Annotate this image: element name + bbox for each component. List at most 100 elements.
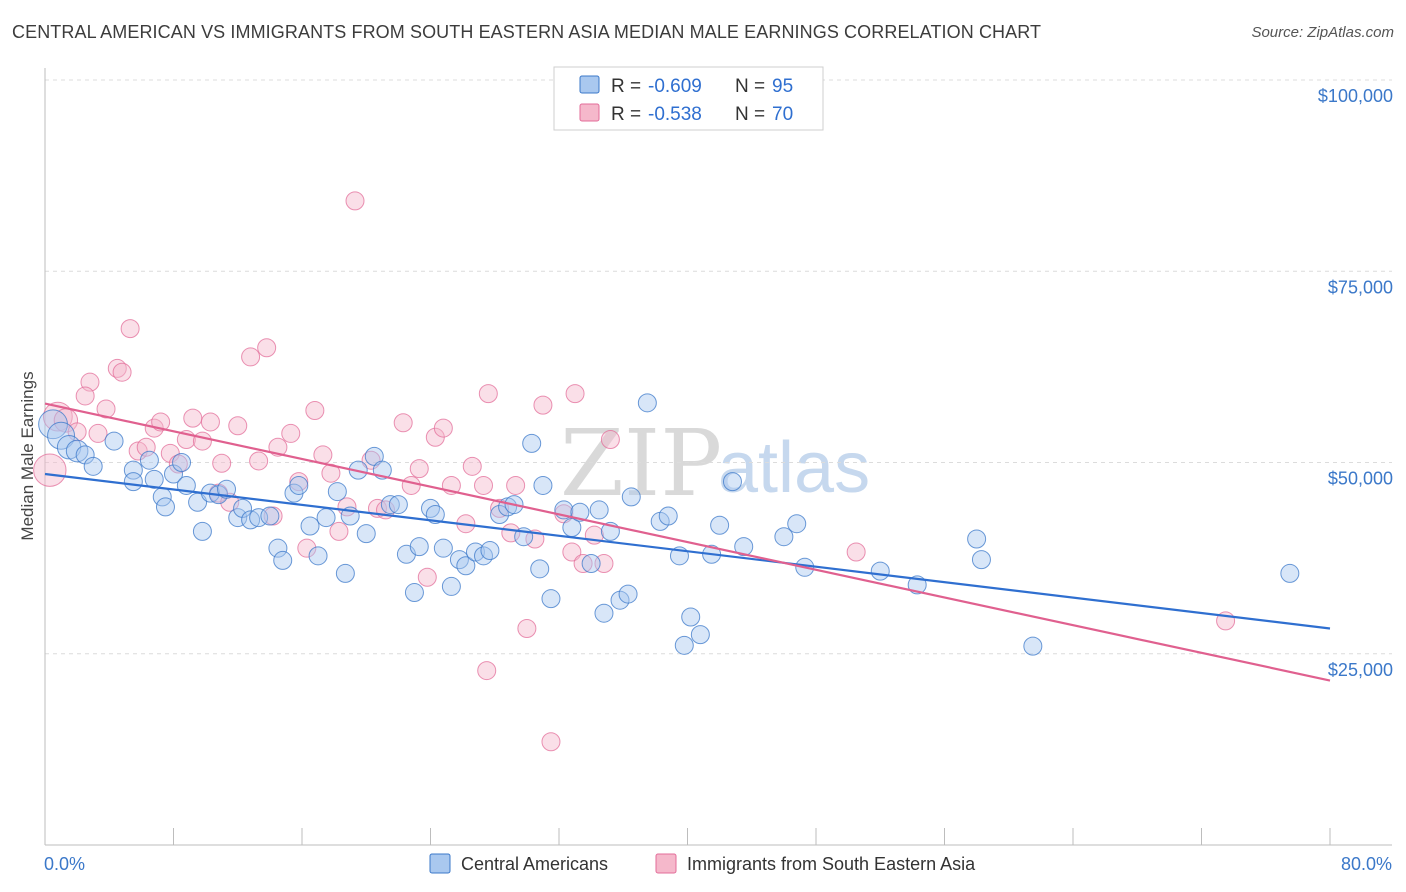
central-americans-point — [123, 472, 143, 492]
central-americans-point — [637, 393, 657, 413]
central-americans-point — [581, 553, 601, 573]
central-americans-point — [289, 475, 309, 495]
x-tick-label-max: 80.0% — [1341, 854, 1392, 874]
central-americans-point — [404, 583, 424, 603]
central-americans-point — [971, 550, 991, 570]
immigrants-point — [533, 395, 553, 415]
chart-title: CENTRAL AMERICAN VS IMMIGRANTS FROM SOUT… — [12, 22, 1042, 42]
central-americans-point — [104, 431, 124, 451]
immigrants-point — [33, 453, 67, 487]
central-americans-point — [260, 506, 280, 526]
central-americans-point — [268, 538, 288, 558]
immigrants-point — [600, 430, 620, 450]
bottom-legend-label-0: Central Americans — [461, 854, 608, 874]
immigrants-point — [409, 459, 429, 479]
central-americans-point — [164, 464, 183, 484]
central-americans-point — [123, 460, 143, 480]
legend-r-label-0: R = — [611, 76, 641, 97]
immigrants-point — [506, 475, 526, 495]
central-americans-point — [674, 635, 694, 655]
central-americans-point — [192, 521, 212, 541]
trend-lines — [44, 402, 1331, 682]
immigrants-trend-line — [44, 402, 1331, 682]
y-tick-label-2: $75,000 — [1328, 277, 1393, 297]
immigrants-point — [433, 418, 453, 438]
x-tick-label-min: 0.0% — [44, 854, 85, 874]
central-americans-point — [787, 514, 807, 534]
central-americans-point — [658, 506, 678, 526]
immigrants-point — [565, 384, 585, 404]
watermark: ZIP atlas — [560, 410, 870, 517]
immigrants-point — [168, 454, 188, 474]
legend-n-value-1: 70 — [772, 104, 793, 125]
y-axis-tick-labels: $25,000 $50,000 $75,000 $100,000 — [1318, 86, 1393, 680]
bottom-legend-label-1: Immigrants from South Eastern Asia — [687, 854, 976, 874]
immigrants-point — [257, 338, 277, 358]
immigrants-point — [401, 475, 421, 495]
y-axis-label: Median Male Earnings — [18, 371, 37, 540]
central-americans-point — [570, 502, 590, 522]
legend-n-label-0: N = — [735, 76, 765, 97]
central-americans-point — [300, 516, 320, 536]
central-americans-point — [480, 540, 500, 560]
central-americans-point — [589, 500, 609, 520]
central-americans-point — [621, 487, 641, 507]
central-americans-point — [409, 537, 429, 557]
immigrants-point — [281, 423, 301, 443]
immigrants-point — [417, 567, 437, 587]
immigrants-point — [88, 423, 108, 443]
legend-r-value-0: -0.609 — [648, 76, 702, 97]
central-americans-point — [144, 469, 164, 489]
legend-n-value-0: 95 — [772, 76, 793, 97]
x-axis-ticks — [44, 828, 1331, 845]
immigrants-point — [462, 456, 482, 476]
immigrants-point — [249, 451, 269, 471]
immigrants-point — [297, 538, 317, 558]
central-americans-point — [474, 546, 494, 566]
central-americans-point — [681, 607, 701, 627]
central-americans-point — [522, 433, 542, 453]
immigrants-point — [490, 498, 510, 518]
central-americans-point — [774, 527, 794, 547]
central-americans-point — [594, 603, 614, 623]
central-americans-point — [83, 456, 103, 476]
central-americans-point — [155, 497, 175, 517]
central-americans-point — [967, 529, 987, 549]
central-americans-point — [618, 584, 638, 604]
central-americans-point — [433, 538, 453, 558]
central-americans-point — [75, 445, 95, 465]
immigrants-point — [478, 384, 498, 404]
central-americans-point — [734, 537, 754, 557]
central-americans-point — [1280, 563, 1300, 583]
y-tick-label-0: $25,000 — [1328, 660, 1393, 680]
central-americans-point — [308, 546, 328, 566]
gridlines — [45, 79, 1392, 655]
immigrants-point — [846, 542, 866, 562]
central-americans-point — [541, 589, 561, 609]
central-americans-point — [490, 505, 510, 525]
central-americans-point — [233, 498, 253, 518]
watermark-zip: ZIP — [560, 410, 722, 517]
immigrants-point — [228, 416, 248, 436]
immigrants-point — [305, 400, 325, 420]
central-americans-point — [316, 508, 336, 528]
immigrants-point — [120, 319, 140, 339]
immigrants-point — [345, 191, 365, 211]
y-tick-label-3: $100,000 — [1318, 86, 1393, 106]
source-credit: Source: ZipAtlas.com — [1251, 24, 1394, 41]
series-immigrants-points — [33, 191, 1236, 752]
central-americans-point — [273, 550, 293, 570]
central-americans-point — [241, 510, 261, 530]
correlation-legend: R = -0.609 N = 95 R = -0.538 N = 70 — [553, 66, 824, 131]
bottom-legend-swatch-pink — [655, 853, 677, 874]
central-americans-point — [441, 576, 461, 596]
watermark-atlas: atlas — [718, 428, 870, 508]
immigrants-point — [42, 401, 73, 432]
immigrants-point — [541, 732, 561, 752]
series-legend: Central Americans Immigrants from South … — [429, 853, 976, 874]
central-americans-point — [425, 505, 445, 525]
central-americans-point — [356, 524, 376, 544]
immigrants-point — [474, 475, 494, 495]
central-americans-point — [47, 421, 76, 450]
